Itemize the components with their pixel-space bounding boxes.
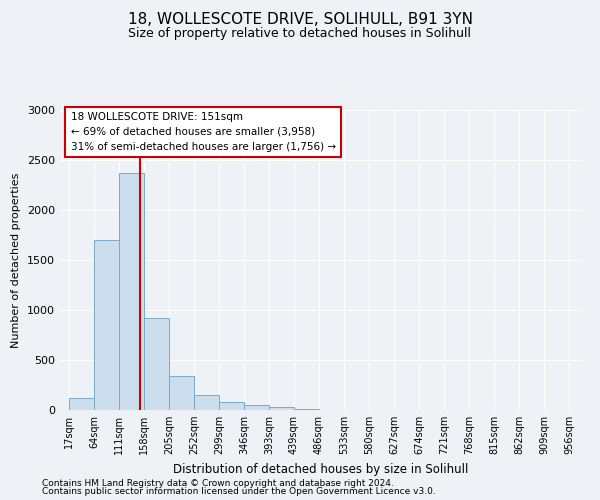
Text: 18 WOLLESCOTE DRIVE: 151sqm
← 69% of detached houses are smaller (3,958)
31% of : 18 WOLLESCOTE DRIVE: 151sqm ← 69% of det…: [71, 112, 336, 152]
Text: Contains HM Land Registry data © Crown copyright and database right 2024.: Contains HM Land Registry data © Crown c…: [42, 478, 394, 488]
Bar: [119, 172, 144, 410]
Text: 18, WOLLESCOTE DRIVE, SOLIHULL, B91 3YN: 18, WOLLESCOTE DRIVE, SOLIHULL, B91 3YN: [128, 12, 473, 28]
Bar: [294, 409, 319, 410]
Bar: [69, 398, 94, 410]
Bar: [244, 404, 269, 410]
Bar: [94, 240, 119, 410]
Bar: [169, 376, 194, 410]
Bar: [269, 406, 294, 410]
Text: Contains public sector information licensed under the Open Government Licence v3: Contains public sector information licen…: [42, 487, 436, 496]
Text: Size of property relative to detached houses in Solihull: Size of property relative to detached ho…: [128, 28, 472, 40]
Bar: [220, 402, 244, 410]
Bar: [194, 394, 219, 410]
Y-axis label: Number of detached properties: Number of detached properties: [11, 172, 22, 348]
Bar: [144, 318, 169, 410]
X-axis label: Distribution of detached houses by size in Solihull: Distribution of detached houses by size …: [173, 462, 469, 475]
